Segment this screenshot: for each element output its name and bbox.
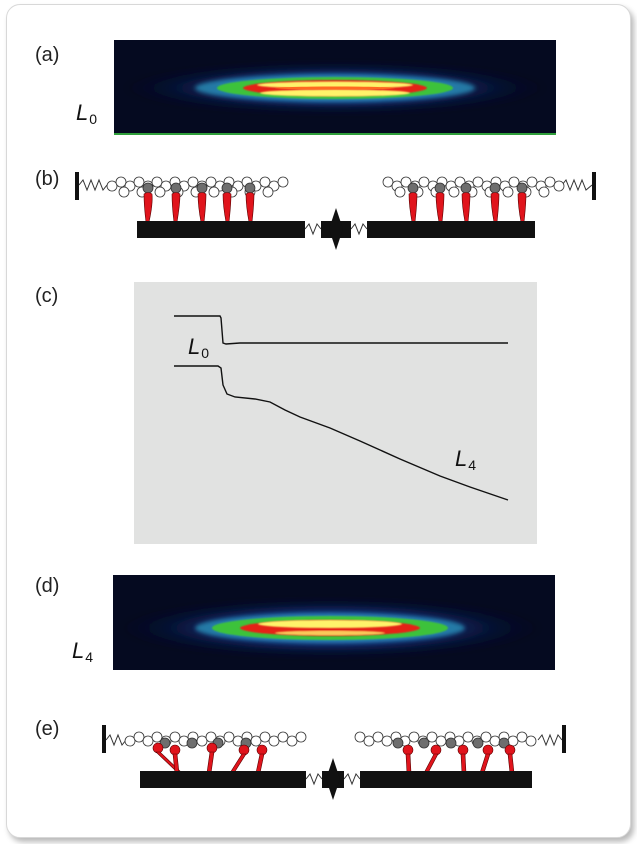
panel-label-c: (c): [35, 285, 59, 307]
length-label-a: L0: [76, 100, 98, 127]
panel-label-d: (d): [35, 575, 60, 597]
length-trace: [174, 365, 509, 501]
panel-label-e: (e): [35, 718, 60, 740]
trace-label-L0: L0: [188, 334, 210, 361]
panel-label-a: (a): [35, 44, 60, 66]
length-label-d: L4: [72, 638, 94, 665]
xray-pattern-d: [113, 575, 555, 670]
sarcomere-schematic-e: [102, 725, 566, 800]
sarcomere-schematic-b: [75, 172, 596, 250]
trace-label-L4: L4: [455, 446, 477, 473]
panel-label-b: (b): [35, 168, 60, 190]
xray-pattern-a: [114, 40, 556, 135]
force-trace: [174, 315, 508, 345]
trace-plot-area: [134, 282, 537, 544]
length-traces-c: [174, 315, 509, 501]
